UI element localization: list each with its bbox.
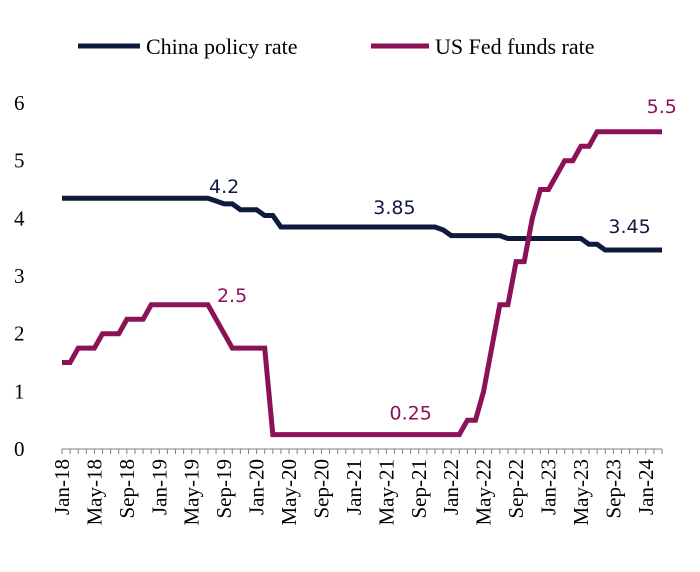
x-tick-label: Jan-24	[634, 459, 658, 515]
x-tick-label: May-21	[374, 459, 398, 526]
x-tick-label: Jan-18	[50, 459, 74, 515]
x-tick-label: May-20	[277, 459, 301, 526]
series-line-china-policy-rate	[62, 195, 662, 253]
series-layer	[62, 129, 662, 438]
y-tick-label: 6	[14, 91, 25, 115]
y-tick-label: 0	[14, 437, 25, 461]
legend-label-us: US Fed funds rate	[435, 34, 594, 59]
x-tick-label: Sep-20	[309, 459, 333, 519]
y-tick-label: 1	[14, 379, 25, 403]
x-tick-label: Jan-22	[439, 459, 463, 515]
annotation-label: 5.5	[647, 96, 677, 118]
x-tick-label: Sep-19	[212, 459, 236, 519]
x-tick-label: Sep-18	[115, 459, 139, 519]
x-tick-label: Jan-20	[245, 459, 269, 515]
y-axis-ticks: 0 1 2 3 4 5 6	[14, 91, 25, 461]
y-tick-label: 2	[14, 322, 25, 346]
series-line-us-fed-funds-rate	[62, 129, 662, 438]
x-tick-label: May-22	[472, 459, 496, 526]
x-axis-ticks: Jan-18 May-18 Sep-18 Jan-19 May-19 Sep-19 Jan-…	[50, 449, 663, 526]
annotation-label: 4.2	[209, 176, 239, 198]
annotation-label: 3.85	[373, 197, 415, 219]
x-tick-label: Jan-21	[342, 459, 366, 515]
annotation-layer: 4.2 3.85 3.45 2.5 0.25 5.5	[209, 96, 677, 425]
x-tick-label: Sep-22	[504, 459, 528, 519]
x-tick-label: May-23	[569, 459, 593, 526]
x-tick-label: Sep-23	[601, 459, 625, 519]
x-tick-label: Jan-23	[536, 459, 560, 515]
x-tick-label: May-19	[180, 459, 204, 526]
y-tick-label: 4	[14, 206, 25, 230]
annotation-label: 2.5	[217, 285, 247, 307]
legend: China policy rate US Fed funds rate	[78, 34, 594, 59]
legend-label-china: China policy rate	[146, 34, 298, 59]
x-tick-label: Jan-19	[147, 459, 171, 515]
x-tick-label: Sep-21	[407, 459, 431, 519]
x-tick-label: May-18	[82, 459, 106, 526]
y-tick-label: 3	[14, 264, 25, 288]
annotation-label: 3.45	[608, 216, 650, 238]
annotation-label: 0.25	[389, 403, 431, 425]
y-tick-label: 5	[14, 149, 25, 173]
